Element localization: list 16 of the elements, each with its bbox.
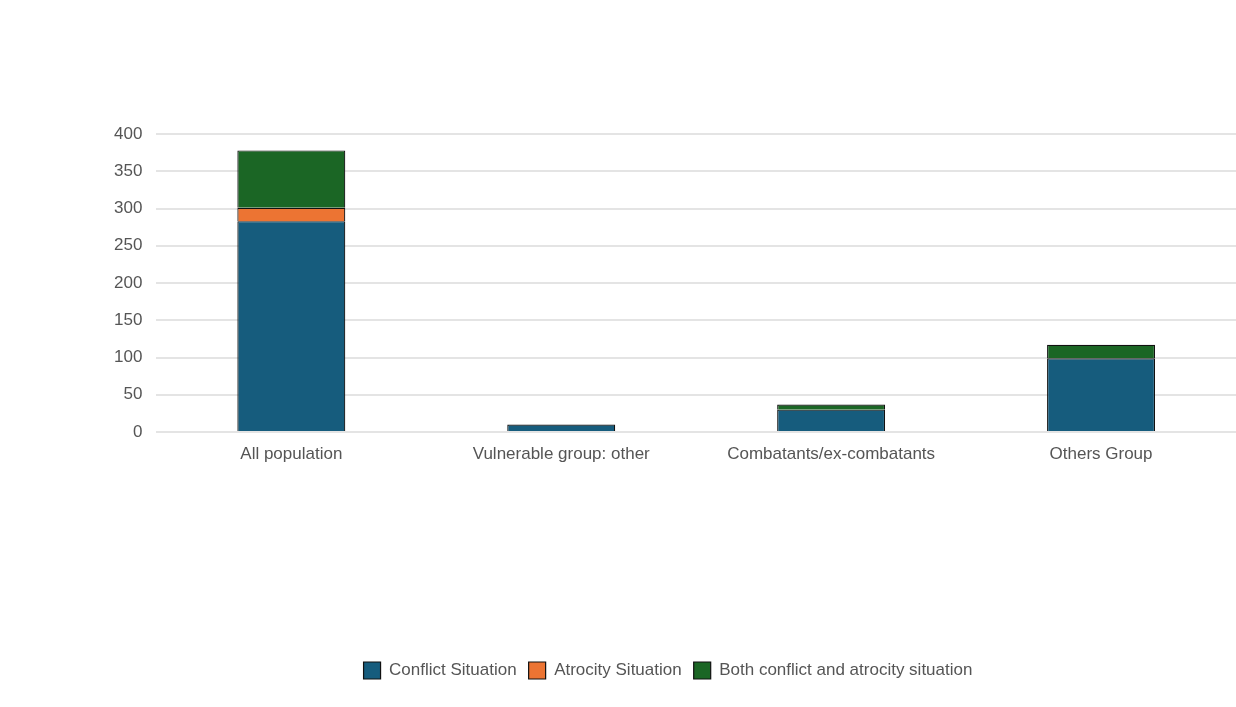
legend-label: Atrocity Situation bbox=[554, 660, 682, 680]
x-tick-label: Vulnerable group: other bbox=[472, 443, 651, 463]
x-tick-label: Combatants/ex-combatants bbox=[727, 443, 936, 463]
y-tick-label: 300 bbox=[113, 198, 143, 218]
y-tick-label: 400 bbox=[113, 123, 143, 143]
y-tick-label: 150 bbox=[113, 309, 143, 329]
y-tick-label: 250 bbox=[113, 235, 143, 255]
y-tick-label: 350 bbox=[113, 160, 143, 180]
x-tick-label: Others Group bbox=[1049, 443, 1153, 463]
legend-label: Conflict Situation bbox=[389, 660, 517, 680]
y-tick-label: 200 bbox=[113, 272, 143, 292]
x-tick-label: All population bbox=[240, 443, 343, 463]
y-tick-label: 100 bbox=[113, 347, 143, 367]
y-tick-label: 50 bbox=[123, 384, 143, 404]
legend-label: Both conflict and atrocity situation bbox=[719, 660, 973, 680]
y-tick-label: 0 bbox=[132, 421, 143, 441]
